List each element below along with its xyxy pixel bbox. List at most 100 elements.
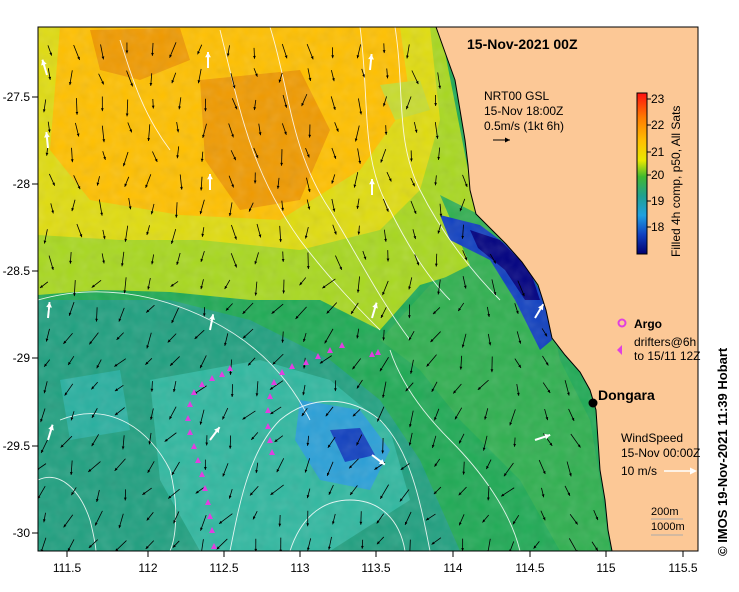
current-arrow-head (325, 413, 329, 417)
current-arrow-head (180, 186, 183, 190)
current-arrow-head (79, 234, 83, 238)
current-arrow-head (114, 467, 118, 471)
current-arrow-head (248, 362, 252, 366)
map-title: 15-Nov-2021 00Z (467, 36, 578, 52)
current-arrow-head (100, 212, 103, 216)
current-arrow-head (433, 311, 437, 315)
wind-legend-line3: 10 m/s (621, 464, 657, 478)
dongara-label: Dongara (598, 387, 655, 403)
wind-arrow-head (205, 52, 211, 58)
lat-tick-label: -30 (13, 526, 31, 540)
wind-arrow-head (544, 433, 551, 440)
current-arrow-head (130, 83, 133, 87)
current-arrow-head (306, 523, 310, 527)
current-arrow-head (269, 386, 274, 390)
current-arrow-head (145, 545, 149, 549)
current-arrow-head (169, 54, 172, 58)
current-arrow-head (231, 134, 234, 138)
current-arrow-head (272, 361, 276, 365)
current-arrow-head (388, 178, 392, 182)
current-arrow-head (49, 52, 52, 56)
current-arrow-head (102, 260, 105, 264)
current-arrow-head (453, 390, 457, 394)
lon-tick-label: 111.5 (53, 561, 82, 575)
current-arrow-head (459, 440, 462, 444)
current-arrow-head (518, 340, 522, 344)
current-arrow-head (569, 473, 572, 477)
current-arrow-head (464, 257, 468, 261)
current-arrow-head (203, 467, 207, 470)
current-arrow-head (477, 386, 481, 390)
current-arrow-head (331, 180, 335, 184)
current-arrow-head (142, 491, 146, 495)
current-arrow-head (360, 545, 364, 549)
current-arrow-head (462, 471, 466, 475)
current-arrow-head (202, 313, 206, 317)
current-arrow-head (322, 285, 326, 289)
drifter-position (315, 353, 321, 359)
current-arrow-head (129, 129, 132, 133)
current-arrow-head (197, 80, 201, 84)
current-arrow-head (307, 206, 311, 210)
current-arrow-head (197, 51, 200, 55)
current-arrow-head (248, 208, 252, 212)
current-arrow-head (219, 520, 223, 524)
current-arrow-head (407, 315, 411, 319)
current-arrow-head (69, 472, 73, 476)
current-arrow-head (71, 207, 75, 212)
current-arrow-head (228, 212, 232, 217)
drifter-track-2 (185, 365, 233, 549)
current-arrow (38, 463, 47, 470)
current-arrow-head (284, 55, 288, 59)
current-arrow-head (64, 392, 68, 396)
current-arrow-head (173, 520, 177, 524)
current-arrows (38, 42, 599, 554)
current-arrow-head (306, 266, 310, 269)
current-arrow-head (170, 362, 174, 366)
current-arrow-head (102, 139, 106, 143)
current-arrow-head (516, 392, 520, 396)
current-arrow-head (408, 551, 411, 554)
current-arrow-head (172, 388, 176, 393)
current-arrow-head (461, 344, 465, 348)
current-arrow-head (431, 444, 435, 448)
current-arrow-head (201, 233, 205, 237)
current-arrow-head (434, 263, 438, 267)
current-arrow-head (172, 544, 176, 548)
current-arrow-head (39, 285, 44, 288)
current-arrow-head (384, 131, 388, 135)
current-arrow-head (503, 473, 507, 477)
current-arrow-head (435, 135, 439, 139)
current-arrow-head (195, 490, 199, 494)
lon-tick-label: 115.5 (668, 561, 697, 575)
wind-arrow-head (44, 132, 50, 138)
current-arrow-head (205, 442, 209, 446)
current-arrow-head (302, 392, 306, 396)
current-arrow-head (145, 184, 148, 188)
current-arrow-head (200, 285, 204, 290)
lon-tick-label: 113.5 (361, 561, 390, 575)
current-arrow-head (509, 422, 513, 426)
lat-tick-label: -29 (13, 351, 31, 365)
drifter-position (191, 443, 197, 449)
current-arrow-head (544, 333, 548, 337)
current-arrow-head (333, 106, 336, 111)
current-arrow-head (430, 339, 434, 343)
current-arrow-head (545, 416, 549, 421)
current-arrow-head (333, 155, 337, 159)
current-arrow-head (332, 78, 335, 82)
current-arrow-head (147, 469, 151, 473)
current-arrow-head (255, 73, 258, 77)
current-arrow-head (118, 318, 122, 322)
colorbar-tick-label: 23 (651, 92, 665, 106)
current-arrow-head (433, 491, 437, 495)
current-arrow-head (512, 521, 516, 525)
current-arrow-head (40, 418, 43, 423)
current-arrow-head (425, 517, 430, 521)
current-arrow-head (326, 310, 330, 314)
current-arrow-head (258, 132, 262, 136)
lat-tick-label: -28.5 (3, 264, 31, 278)
current-arrow-head (124, 238, 128, 242)
current-arrow-head (301, 412, 305, 417)
drifter-position (187, 401, 193, 407)
